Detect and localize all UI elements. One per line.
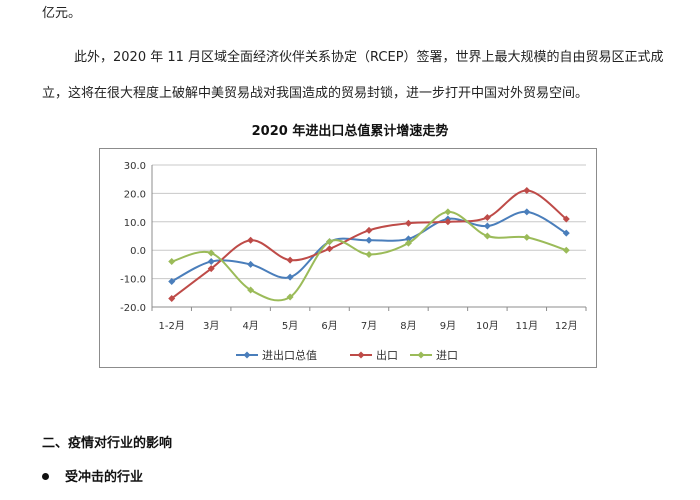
bullet-dot-icon bbox=[42, 473, 49, 480]
series-1-point bbox=[247, 260, 255, 268]
section-heading: 二、疫情对行业的影响 bbox=[42, 436, 173, 451]
series-2-point bbox=[483, 214, 491, 222]
series-3-point bbox=[286, 293, 294, 301]
paragraph-line-2: 立，这将在很大程度上破解中美贸易战对我国造成的贸易封锁，进一步打开中国对外贸易空… bbox=[42, 86, 589, 101]
series-3-point bbox=[326, 238, 334, 246]
line-chart: 30.0 20.0 10.0 0.0 -10.0 -20.0 1-2月 3月 4月 5月 6月 7月 8… bbox=[120, 161, 587, 362]
series-2-point bbox=[326, 245, 334, 253]
series-line-2 bbox=[171, 189, 567, 300]
series-1-point bbox=[168, 277, 176, 285]
series-3-point bbox=[562, 246, 570, 254]
x-tick-label: 5月 bbox=[282, 320, 298, 332]
legend-swatch-marker bbox=[417, 351, 425, 359]
x-tick-label: 8月 bbox=[400, 320, 416, 332]
y-tick-label: -20.0 bbox=[120, 303, 146, 314]
y-tick-label: 10.0 bbox=[124, 218, 146, 229]
series-1-point bbox=[207, 258, 215, 266]
series-3-point bbox=[444, 208, 452, 216]
series-1-point bbox=[286, 273, 294, 281]
series-3-point bbox=[247, 286, 255, 294]
series-2-point bbox=[247, 236, 255, 244]
x-tick-label: 4月 bbox=[242, 320, 258, 332]
series-3-point bbox=[168, 258, 176, 266]
chart-frame: 30.0 20.0 10.0 0.0 -10.0 -20.0 1-2月 3月 4月 5月 6月 7月 8… bbox=[99, 148, 597, 368]
paragraph-line-1: 此外，2020 年 11 月区域全面经济伙伴关系协定（RCEP）签署，世界上最大… bbox=[74, 50, 664, 65]
series-3-point bbox=[404, 239, 412, 247]
series-1-point bbox=[365, 236, 373, 244]
y-tick-label: 30.0 bbox=[124, 161, 146, 172]
series-1-point bbox=[562, 229, 570, 237]
x-tick-label: 9月 bbox=[440, 320, 456, 332]
series-3-point bbox=[365, 250, 373, 258]
legend-swatch-marker bbox=[357, 351, 365, 359]
series-1-point bbox=[483, 222, 491, 230]
series-2-point bbox=[523, 187, 531, 195]
x-tick-label: 11月 bbox=[515, 320, 538, 332]
y-tick-label: 20.0 bbox=[124, 189, 146, 200]
series-1-point bbox=[523, 208, 531, 216]
series-3-point bbox=[523, 233, 531, 241]
series-2-point bbox=[404, 219, 412, 227]
series-1-point bbox=[404, 235, 412, 243]
x-tick-label: 1-2月 bbox=[159, 320, 185, 332]
x-tick-label: 6月 bbox=[321, 320, 337, 332]
x-tick-label: 12月 bbox=[555, 320, 578, 332]
series-3-point bbox=[207, 249, 215, 257]
x-tick-label: 7月 bbox=[361, 320, 377, 332]
x-tick-label: 10月 bbox=[476, 320, 499, 332]
series-2-point bbox=[365, 226, 373, 234]
legend-label: 进出口总值 bbox=[262, 348, 317, 362]
paragraph-fragment: 亿元。 bbox=[42, 6, 82, 21]
legend-label: 出口 bbox=[376, 348, 398, 362]
y-tick-label: 0.0 bbox=[130, 246, 146, 257]
series-2-point bbox=[207, 265, 215, 273]
x-tick-label: 3月 bbox=[203, 320, 219, 332]
legend-label: 进口 bbox=[436, 349, 458, 362]
series-3-point bbox=[483, 232, 491, 240]
series-2-point bbox=[562, 215, 570, 223]
bullet-item: 受冲击的行业 bbox=[42, 466, 143, 485]
series-2-point bbox=[444, 218, 452, 226]
chart-title: 2020 年进出口总值累计增速走势 bbox=[251, 124, 449, 139]
y-tick-label: -10.0 bbox=[120, 275, 146, 286]
legend-swatch-marker bbox=[243, 351, 251, 359]
bullet-item-label: 受冲击的行业 bbox=[65, 470, 144, 485]
series-2-point bbox=[286, 256, 294, 264]
series-2-point bbox=[168, 294, 176, 302]
